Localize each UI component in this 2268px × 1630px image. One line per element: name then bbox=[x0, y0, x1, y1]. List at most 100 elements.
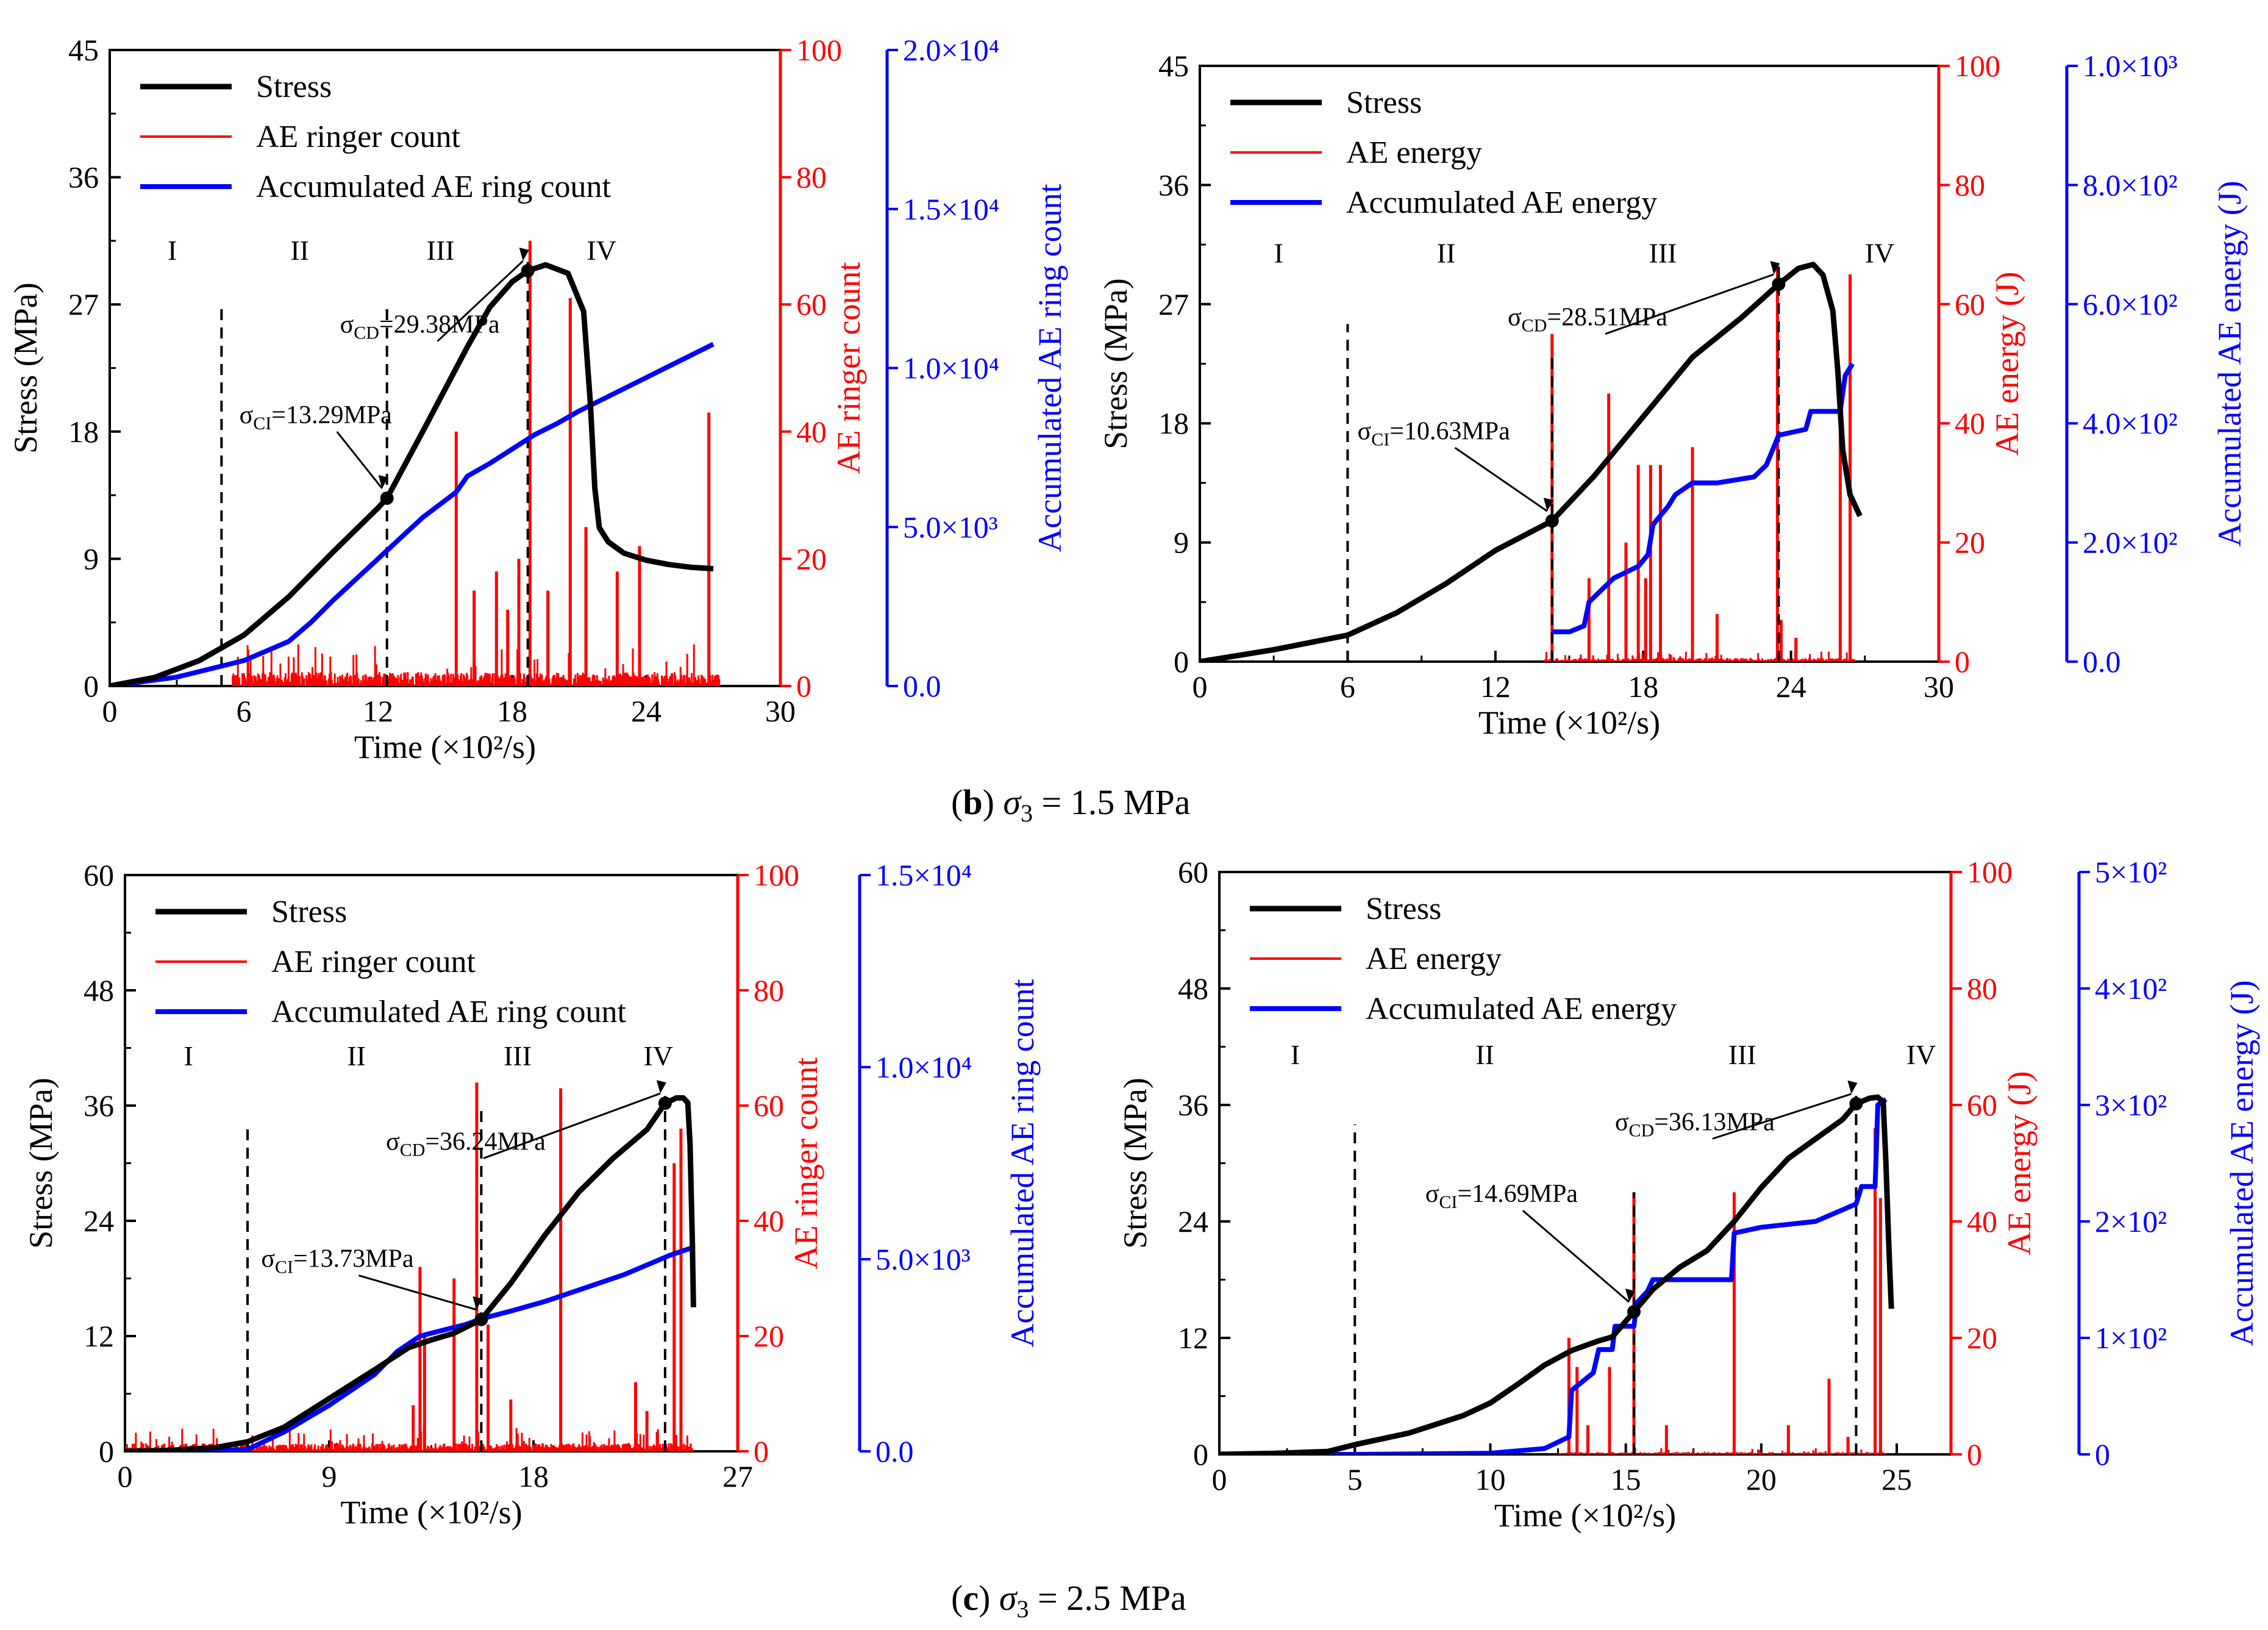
chart-panel-0: 0 6 12 18 24 30 Time (×10²/s) 0 9 18 27 36 45 Stress … bbox=[7, 33, 1068, 765]
x-tick-label: 0 bbox=[102, 694, 118, 728]
legend-label: Stress bbox=[1366, 892, 1441, 926]
legend-label: AE energy bbox=[1366, 942, 1502, 976]
y-left-tick-label: 36 bbox=[1158, 168, 1189, 202]
y-mid-axis-label: AE energy (J) bbox=[1989, 272, 2025, 456]
stress-series-line bbox=[1219, 1094, 1894, 1454]
y-right-tick-label: 8.0×10² bbox=[2083, 168, 2178, 202]
threshold-point bbox=[1627, 1305, 1641, 1319]
threshold-point bbox=[1545, 514, 1559, 528]
x-tick-label: 30 bbox=[765, 694, 796, 728]
stage-label: III bbox=[1649, 237, 1677, 268]
y-left-tick-label: 0 bbox=[84, 669, 99, 703]
figure-caption: (c) σ3 = 2.5 MPa bbox=[951, 1578, 1186, 1623]
y-left-tick-label: 60 bbox=[84, 858, 114, 892]
x-axis-label: Time (×10²/s) bbox=[1478, 704, 1660, 741]
stress-series-line bbox=[1200, 262, 1863, 662]
plot-area bbox=[1219, 1094, 1894, 1454]
x-tick-label: 27 bbox=[722, 1459, 753, 1493]
arrow-head bbox=[656, 1080, 666, 1094]
y-mid-tick-label: 80 bbox=[796, 160, 827, 195]
x-tick-label: 24 bbox=[631, 694, 661, 728]
arrow-head bbox=[1847, 1080, 1858, 1094]
y-left-tick-label: 36 bbox=[68, 160, 99, 195]
arrow-head bbox=[378, 474, 388, 488]
x-tick-label: 15 bbox=[1611, 1462, 1641, 1496]
y-mid-tick-label: 100 bbox=[796, 33, 842, 67]
stage-label: II bbox=[1475, 1039, 1494, 1070]
stage-label: IV bbox=[1906, 1039, 1936, 1070]
x-tick-label: 0 bbox=[1193, 670, 1208, 704]
y-right-tick-label: 1×10² bbox=[2095, 1321, 2167, 1355]
y-left-tick-label: 60 bbox=[1178, 855, 1208, 889]
y-left-tick-label: 12 bbox=[84, 1319, 114, 1353]
threshold-annotation: σCI=13.29MPa bbox=[240, 401, 393, 434]
y-left-tick-label: 27 bbox=[1158, 287, 1189, 321]
annotation-arrow bbox=[483, 1092, 661, 1159]
chart-panel-2: 0 9 18 27 Time (×10²/s) 0 12 24 36 48 60 Stress (MP… bbox=[23, 858, 1041, 1531]
x-tick-label: 20 bbox=[1746, 1462, 1777, 1496]
y-mid-tick-label: 100 bbox=[754, 858, 799, 892]
stage-label: II bbox=[1437, 237, 1456, 268]
y-left-tick-label: 36 bbox=[1178, 1088, 1208, 1122]
y-mid-tick-label: 0 bbox=[1967, 1437, 1982, 1471]
y-left-axis-label: Stress (MPa) bbox=[1097, 278, 1134, 449]
stage-label: I bbox=[1274, 237, 1283, 268]
accumulated-series-line bbox=[110, 341, 715, 686]
y-left-axis-label: Stress (MPa) bbox=[7, 282, 44, 454]
plot-area bbox=[1200, 262, 1863, 662]
y-mid-tick-label: 80 bbox=[1967, 971, 1997, 1006]
y-mid-axis-label: AE ringer count bbox=[830, 262, 867, 474]
threshold-annotation: σCD=29.38MPa bbox=[340, 311, 500, 343]
y-right-axis-label: Accumulated AE ring count bbox=[1004, 979, 1041, 1347]
threshold-annotation: σCD=36.13MPa bbox=[1615, 1108, 1775, 1140]
y-mid-tick-label: 100 bbox=[1967, 855, 2013, 889]
threshold-point bbox=[380, 491, 394, 505]
legend-label: Stress bbox=[271, 895, 347, 929]
y-mid-tick-label: 0 bbox=[796, 669, 811, 703]
y-right-tick-label: 4.0×10² bbox=[2083, 406, 2178, 440]
y-left-tick-label: 45 bbox=[1158, 49, 1189, 83]
y-right-axis-label: Accumulated AE energy (J) bbox=[2223, 980, 2260, 1346]
y-left-tick-label: 48 bbox=[84, 973, 114, 1007]
threshold-point bbox=[521, 264, 535, 278]
y-right-tick-label: 2.0×10⁴ bbox=[903, 33, 999, 67]
arrow-head bbox=[472, 1296, 483, 1310]
y-left-tick-label: 9 bbox=[84, 542, 99, 576]
threshold-annotation: σCI=14.69MPa bbox=[1425, 1180, 1578, 1212]
y-mid-tick-label: 40 bbox=[1955, 406, 1985, 440]
chart-panel-3: 0 5 10 15 20 25 Time (×10²/s) 0 12 24 36 48 60 Stress… bbox=[1117, 855, 2260, 1534]
y-mid-axis-label: AE ringer count bbox=[788, 1057, 824, 1270]
x-tick-label: 18 bbox=[497, 694, 527, 728]
y-right-tick-label: 5.0×10³ bbox=[875, 1242, 971, 1276]
y-right-tick-label: 0.0 bbox=[2083, 645, 2121, 679]
legend-label: Stress bbox=[256, 70, 332, 104]
y-right-axis-label: Accumulated AE energy (J) bbox=[2211, 181, 2248, 546]
annotation-arrow bbox=[1454, 447, 1548, 512]
y-left-axis-label: Stress (MPa) bbox=[1117, 1078, 1154, 1249]
y-mid-tick-label: 60 bbox=[1967, 1088, 1997, 1122]
y-mid-tick-label: 0 bbox=[1955, 645, 1970, 679]
y-right-tick-label: 5.0×10³ bbox=[903, 510, 998, 544]
y-right-tick-label: 1.5×10⁴ bbox=[875, 858, 972, 892]
y-mid-tick-label: 80 bbox=[1955, 168, 1985, 202]
y-right-tick-label: 0 bbox=[2095, 1437, 2110, 1471]
plot-area bbox=[110, 240, 721, 686]
y-left-tick-label: 27 bbox=[68, 287, 99, 321]
x-tick-label: 18 bbox=[1628, 670, 1658, 704]
x-tick-label: 12 bbox=[1480, 670, 1511, 704]
x-tick-label: 24 bbox=[1776, 670, 1806, 704]
stage-label: III bbox=[504, 1040, 532, 1071]
legend-label: AE ringer count bbox=[256, 120, 461, 154]
y-right-tick-label: 1.0×10³ bbox=[2083, 49, 2178, 83]
y-right-tick-label: 5×10² bbox=[2095, 855, 2167, 889]
stage-label: II bbox=[347, 1040, 366, 1071]
y-right-tick-label: 0.0 bbox=[875, 1434, 914, 1468]
plot-area bbox=[125, 1082, 696, 1451]
y-right-tick-label: 6.0×10² bbox=[2083, 287, 2178, 321]
x-tick-label: 18 bbox=[518, 1459, 549, 1493]
y-mid-axis-label: AE energy (J) bbox=[2001, 1071, 2038, 1256]
y-left-tick-label: 36 bbox=[84, 1088, 114, 1123]
stage-label: II bbox=[290, 235, 309, 266]
y-mid-tick-label: 60 bbox=[754, 1088, 784, 1123]
